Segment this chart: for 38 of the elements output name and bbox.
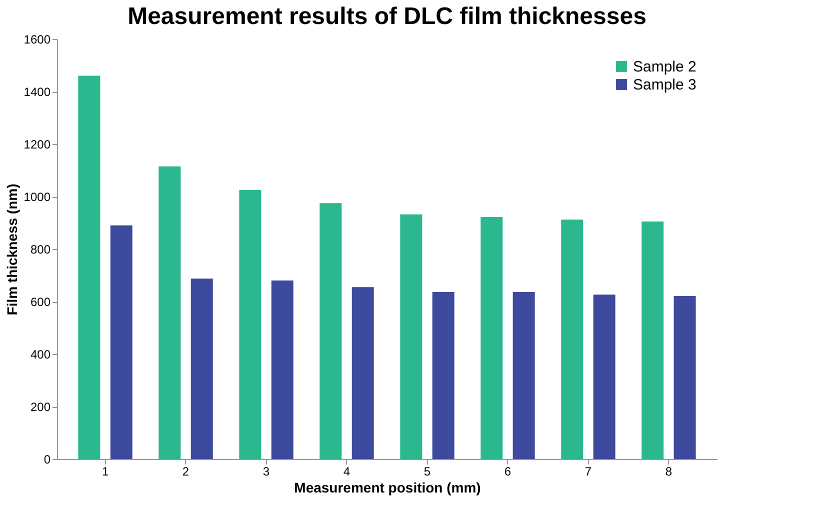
bar [352,287,374,459]
y-tick-label: 1600 [24,32,51,46]
x-tick-label: 8 [665,464,672,478]
bar [512,292,535,459]
bar [239,190,262,459]
chart-title: Measurement results of DLC film thicknesses [128,3,646,30]
y-tick-label: 600 [30,295,51,309]
x-tick-label: 5 [424,464,431,478]
y-tick-label: 400 [30,348,51,362]
x-tick-label: 3 [262,464,270,478]
y-axis-title: Film thickness (nm) [4,184,20,316]
x-axis-title: Measurement position (mm) [294,480,481,496]
bar [158,166,181,459]
x-tick-label: 7 [584,464,592,478]
y-tick-label: 0 [44,452,51,466]
bar [400,214,422,459]
bar [642,221,664,459]
legend-label: Sample 2 [633,58,696,76]
y-tick-label: 1400 [24,85,51,99]
bar [190,278,213,459]
x-tick-label: 1 [102,464,109,478]
y-tick-label: 200 [30,400,51,414]
bar [271,280,294,459]
bar [593,294,616,459]
bar [561,220,584,459]
x-tick-label: 2 [182,464,190,478]
y-tick-label: 1200 [24,138,51,152]
bar [110,225,132,459]
bar [432,292,454,459]
bar [674,296,696,459]
y-tick-label: 1000 [24,190,51,204]
bar [320,203,342,459]
y-tick-label: 800 [30,242,51,256]
bar [480,216,503,459]
bar [78,76,100,459]
legend-label: Sample 3 [633,76,696,94]
x-tick-label: 4 [343,464,350,478]
x-tick-label: 6 [504,464,512,478]
